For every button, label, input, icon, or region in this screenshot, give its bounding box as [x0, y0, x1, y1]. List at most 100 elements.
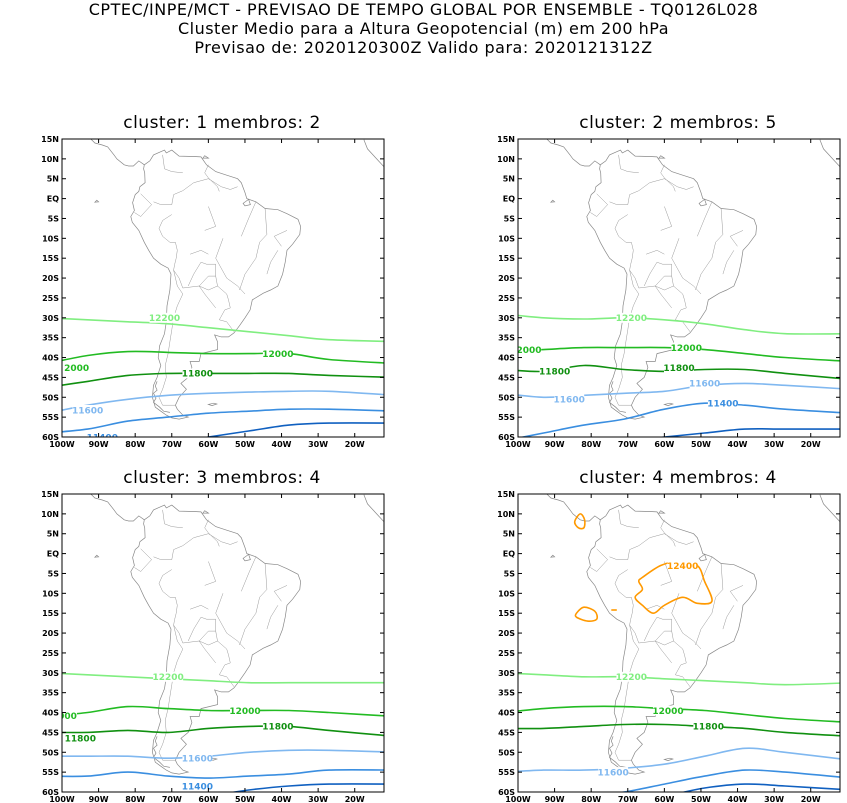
- contour-12000: [518, 346, 840, 362]
- lon-label: 70W: [618, 795, 638, 803]
- lat-label: 50S: [498, 393, 515, 402]
- coastline: [363, 139, 384, 169]
- contour-label: 000: [58, 712, 77, 722]
- island-outline: [207, 402, 219, 406]
- lat-label: 5S: [504, 570, 516, 579]
- country-border: [134, 193, 152, 217]
- country-border: [590, 193, 608, 217]
- lat-label: 20S: [498, 629, 515, 638]
- contour-label: 11600: [597, 768, 628, 778]
- island-outline: [93, 554, 100, 558]
- lat-label: 10S: [498, 234, 515, 243]
- contour-12000: [62, 705, 384, 717]
- country-border: [204, 164, 220, 192]
- lat-label: 10N: [41, 510, 59, 519]
- country-border: [190, 250, 209, 255]
- lon-label: 20W: [801, 440, 821, 449]
- country-border: [153, 533, 238, 560]
- island-outline: [663, 757, 675, 761]
- lon-label: 40W: [272, 795, 292, 803]
- lat-label: 10S: [498, 589, 515, 598]
- contour-label: 12000: [229, 707, 260, 717]
- country-border: [660, 206, 673, 231]
- contour-label: 11800: [693, 723, 724, 733]
- panel-1-title: cluster: 1 membros: 2: [123, 113, 321, 133]
- country-border: [241, 201, 257, 237]
- header-line-1: CPTEC/INPE/MCT - PREVISAO DE TEMPO GLOBA…: [88, 0, 759, 19]
- country-border: [187, 617, 202, 642]
- lon-label: 70W: [618, 440, 638, 449]
- panel-4-title: cluster: 4 membros: 4: [579, 468, 777, 488]
- coastline: [586, 504, 757, 775]
- country-border: [614, 625, 640, 761]
- contour-11800: [62, 725, 384, 737]
- contour-11200: [229, 783, 384, 792]
- lat-label: 40S: [42, 354, 59, 363]
- island-outline: [698, 553, 707, 562]
- island-outline: [663, 402, 675, 406]
- country-border: [618, 154, 639, 174]
- lat-label: 15S: [498, 609, 515, 618]
- map-frame: [517, 138, 841, 438]
- lat-label: 10S: [42, 589, 59, 598]
- contour-label: 11600: [689, 380, 720, 390]
- coastline: [819, 494, 840, 524]
- contour-label-background: [182, 781, 213, 791]
- contour-label: 12200: [616, 673, 647, 683]
- contour-11200: [680, 783, 840, 792]
- country-border: [162, 154, 183, 174]
- contour-label: 2000: [516, 346, 541, 356]
- country-border: [722, 605, 735, 630]
- map-geography: 12400 12200 12000 11800 11600: [518, 494, 840, 792]
- lat-label: 5S: [48, 215, 60, 224]
- country-border: [158, 569, 180, 634]
- contour-label: 11600: [72, 406, 103, 416]
- lat-label: 20S: [42, 274, 59, 283]
- lat-label: 35S: [498, 334, 515, 343]
- lat-label: 60S: [498, 433, 515, 442]
- map-frame: [61, 493, 385, 793]
- country-border: [219, 319, 235, 332]
- lat-label: 5N: [47, 530, 59, 539]
- contour-label: 11800: [539, 368, 570, 378]
- contour-label: 11400: [87, 433, 118, 443]
- contour-11600: [518, 747, 840, 773]
- lon-label: 50W: [235, 795, 255, 803]
- lat-label: 5N: [503, 530, 515, 539]
- contour-label-background: [653, 705, 683, 716]
- lat-label: 45S: [498, 728, 515, 737]
- country-border: [671, 238, 702, 295]
- panel-4-map: 12400 12200 12000 11800 11600 15N 10N 5N EQ 5S 10S…: [497, 490, 841, 803]
- lat-label: 15N: [41, 135, 59, 144]
- lon-label: 60W: [654, 795, 674, 803]
- lat-label: 15N: [497, 490, 515, 499]
- contour-label-background: [262, 721, 293, 732]
- lat-label: 60S: [42, 788, 59, 797]
- coastline: [363, 494, 384, 524]
- contour-label-background: [62, 710, 77, 721]
- country-border: [654, 640, 674, 664]
- country-border: [643, 617, 658, 642]
- lon-label: 40W: [728, 440, 748, 449]
- lat-label: 25S: [42, 649, 59, 658]
- lon-label: 20W: [345, 795, 365, 803]
- lat-label: 60S: [42, 433, 59, 442]
- country-border: [729, 230, 744, 247]
- coastline: [130, 504, 301, 775]
- figure-header: CPTEC/INPE/MCT - PREVISAO DE TEMPO GLOBA…: [0, 0, 847, 57]
- country-border: [660, 561, 673, 586]
- lon-label: 100W: [505, 440, 531, 449]
- coastline: [819, 139, 840, 169]
- lat-label: 40S: [498, 709, 515, 718]
- lat-label: 5N: [47, 175, 59, 184]
- country-border: [190, 605, 209, 610]
- contour-label-background: [65, 733, 96, 744]
- contour-label-background: [539, 366, 570, 377]
- country-border: [204, 206, 217, 231]
- contour-12400: [573, 513, 586, 530]
- lat-label: 30S: [498, 669, 515, 678]
- country-border: [697, 201, 713, 237]
- contour-label-background: [664, 362, 694, 373]
- lat-label: 25S: [498, 649, 515, 658]
- contour-11600: [62, 749, 384, 760]
